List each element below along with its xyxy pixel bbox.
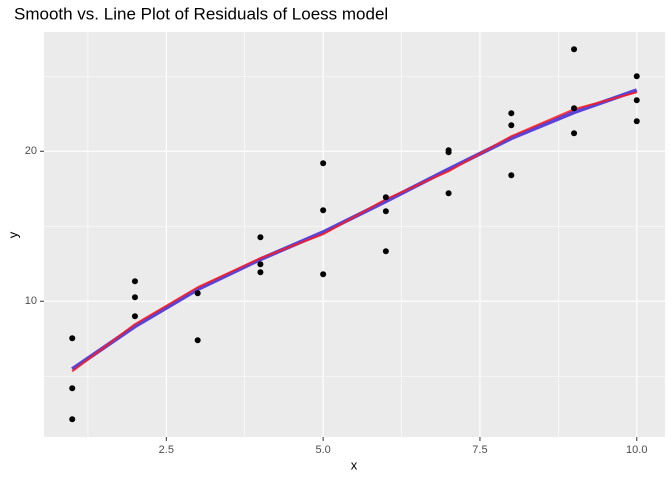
point — [445, 149, 452, 156]
y-tick-label: 10 — [25, 295, 37, 307]
point — [571, 46, 578, 53]
point — [257, 269, 264, 276]
point — [194, 290, 201, 297]
x-tick-label: 2.5 — [159, 444, 174, 456]
point — [257, 261, 264, 268]
point — [131, 313, 138, 320]
point — [320, 160, 327, 167]
point — [571, 130, 578, 137]
x-tick-label: 10.0 — [626, 444, 647, 456]
point — [633, 118, 640, 125]
point — [508, 172, 515, 179]
point — [69, 335, 76, 342]
point — [508, 110, 515, 117]
point — [194, 337, 201, 344]
point — [633, 73, 640, 80]
line — [71, 91, 638, 373]
point — [69, 416, 76, 423]
point — [131, 294, 138, 301]
point — [257, 234, 264, 241]
point — [382, 194, 389, 201]
x-axis-label: x — [351, 457, 358, 472]
chart-title: Smooth vs. Line Plot of Residuals of Loe… — [14, 4, 388, 23]
point — [69, 385, 76, 392]
x-tick-label: 7.5 — [472, 444, 487, 456]
point — [508, 122, 515, 129]
point — [382, 208, 389, 215]
y-axis-label: y — [5, 231, 20, 238]
point — [633, 97, 640, 104]
point — [320, 271, 327, 278]
plot-panel — [44, 32, 665, 437]
point — [131, 278, 138, 285]
x-tick-label: 5.0 — [315, 444, 330, 456]
point — [445, 190, 452, 197]
point — [320, 207, 327, 214]
point — [571, 105, 578, 112]
y-tick-label: 20 — [25, 145, 37, 157]
point — [382, 248, 389, 255]
